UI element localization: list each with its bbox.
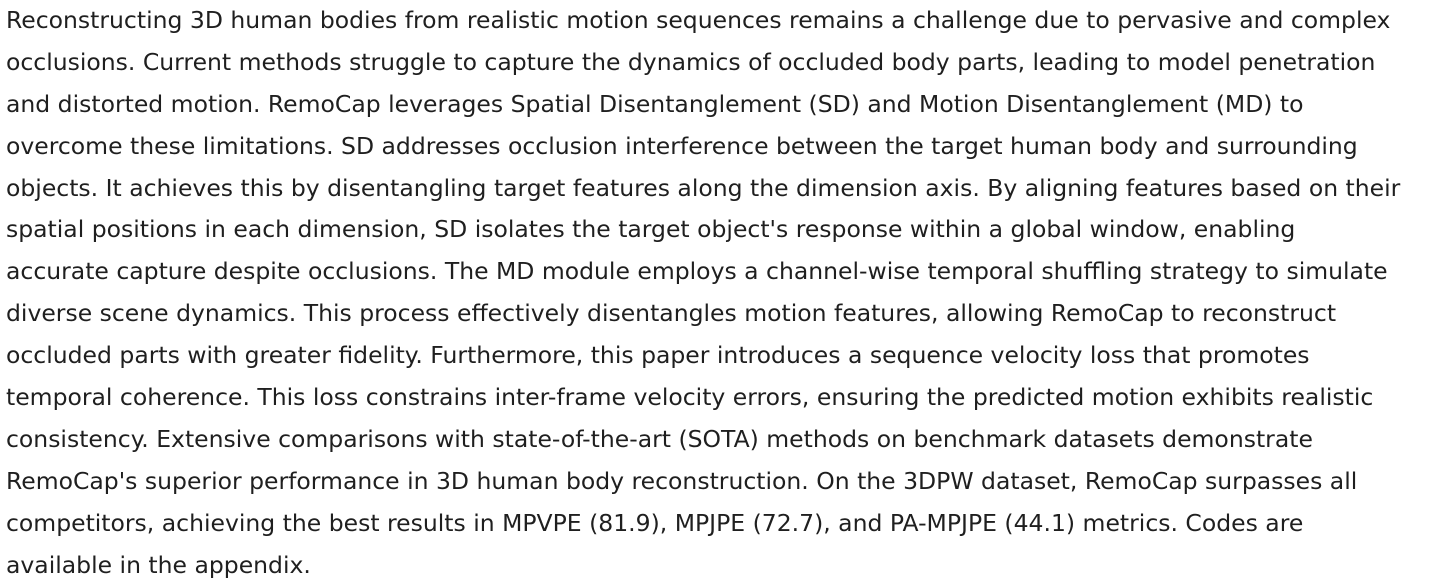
abstract-line: Reconstructing 3D human bodies from real… bbox=[6, 6, 1391, 34]
abstract-line: objects. It achieves this by disentangli… bbox=[6, 173, 1401, 202]
abstract-line: competitors, achieving the best results … bbox=[6, 508, 1304, 537]
abstract-line: spatial positions in each dimension, SD … bbox=[6, 215, 1296, 244]
abstract-paragraph: Reconstructing 3D human bodies from real… bbox=[6, 0, 1447, 586]
abstract-line: occlusions. Current methods struggle to … bbox=[6, 47, 1376, 76]
abstract-line: occluded parts with greater fidelity. Fu… bbox=[6, 341, 1310, 370]
abstract-line: consistency. Extensive comparisons with … bbox=[6, 424, 1313, 453]
abstract-line: overcome these limitations. SD addresses… bbox=[6, 131, 1358, 160]
abstract-line: and distorted motion. RemoCap leverages … bbox=[6, 89, 1304, 118]
abstract-line: RemoCap's superior performance in 3D hum… bbox=[6, 466, 1358, 495]
abstract-line: diverse scene dynamics. This process eff… bbox=[6, 299, 1337, 328]
abstract-line: available in the appendix. bbox=[6, 550, 311, 579]
abstract-line: temporal coherence. This loss constrains… bbox=[6, 383, 1374, 412]
abstract-line: accurate capture despite occlusions. The… bbox=[6, 257, 1388, 286]
